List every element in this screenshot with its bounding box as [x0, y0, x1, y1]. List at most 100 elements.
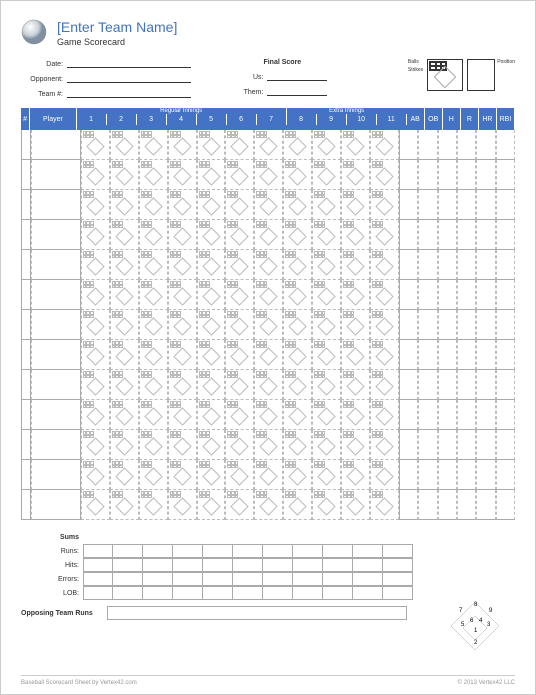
cell-inning[interactable]	[139, 400, 168, 430]
summary-cell[interactable]	[323, 586, 353, 600]
cell-inning[interactable]	[341, 340, 370, 370]
cell-inning[interactable]	[225, 310, 254, 340]
cell-num[interactable]	[21, 250, 31, 280]
summary-cell[interactable]	[353, 558, 383, 572]
cell-inning[interactable]	[283, 160, 312, 190]
cell-inning[interactable]	[283, 130, 312, 160]
cell-inning[interactable]	[254, 400, 283, 430]
cell-stat[interactable]	[476, 220, 495, 250]
cell-stat[interactable]	[476, 250, 495, 280]
summary-cell[interactable]	[293, 558, 323, 572]
cell-stat[interactable]	[496, 220, 515, 250]
cell-inning[interactable]	[312, 160, 341, 190]
cell-stat[interactable]	[418, 190, 437, 220]
cell-stat[interactable]	[438, 190, 457, 220]
summary-cell[interactable]	[173, 544, 203, 558]
cell-stat[interactable]	[496, 250, 515, 280]
cell-inning[interactable]	[312, 130, 341, 160]
cell-inning[interactable]	[168, 250, 197, 280]
cell-num[interactable]	[21, 190, 31, 220]
cell-stat[interactable]	[418, 340, 437, 370]
cell-inning[interactable]	[341, 430, 370, 460]
cell-inning[interactable]	[110, 190, 139, 220]
cell-inning[interactable]	[139, 370, 168, 400]
cell-inning[interactable]	[312, 340, 341, 370]
cell-stat[interactable]	[457, 190, 476, 220]
cell-stat[interactable]	[496, 160, 515, 190]
cell-inning[interactable]	[341, 190, 370, 220]
cell-stat[interactable]	[476, 430, 495, 460]
summary-cell[interactable]	[353, 586, 383, 600]
cell-inning[interactable]	[312, 280, 341, 310]
cell-inning[interactable]	[139, 310, 168, 340]
summary-cell[interactable]	[353, 572, 383, 586]
cell-inning[interactable]	[197, 370, 226, 400]
cell-inning[interactable]	[110, 340, 139, 370]
summary-cell[interactable]	[203, 572, 233, 586]
cell-inning[interactable]	[254, 340, 283, 370]
date-field[interactable]	[67, 59, 191, 68]
cell-inning[interactable]	[139, 190, 168, 220]
cell-inning[interactable]	[197, 460, 226, 490]
cell-inning[interactable]	[81, 160, 110, 190]
cell-stat[interactable]	[496, 280, 515, 310]
cell-inning[interactable]	[254, 460, 283, 490]
cell-inning[interactable]	[225, 340, 254, 370]
cell-stat[interactable]	[438, 340, 457, 370]
summary-cell[interactable]	[383, 572, 413, 586]
cell-stat[interactable]	[496, 460, 515, 490]
cell-num[interactable]	[21, 490, 31, 520]
cell-stat[interactable]	[418, 370, 437, 400]
cell-inning[interactable]	[312, 460, 341, 490]
cell-inning[interactable]	[283, 250, 312, 280]
cell-stat[interactable]	[418, 220, 437, 250]
cell-inning[interactable]	[225, 130, 254, 160]
cell-inning[interactable]	[110, 160, 139, 190]
cell-player[interactable]	[31, 220, 81, 250]
cell-inning[interactable]	[254, 250, 283, 280]
cell-stat[interactable]	[496, 340, 515, 370]
cell-stat[interactable]	[418, 280, 437, 310]
cell-stat[interactable]	[476, 370, 495, 400]
summary-cell[interactable]	[143, 544, 173, 558]
cell-player[interactable]	[31, 310, 81, 340]
cell-inning[interactable]	[312, 370, 341, 400]
cell-inning[interactable]	[110, 430, 139, 460]
cell-inning[interactable]	[168, 130, 197, 160]
cell-inning[interactable]	[110, 280, 139, 310]
cell-inning[interactable]	[168, 310, 197, 340]
cell-inning[interactable]	[110, 250, 139, 280]
cell-inning[interactable]	[370, 430, 399, 460]
summary-cell[interactable]	[233, 544, 263, 558]
cell-stat[interactable]	[457, 250, 476, 280]
cell-stat[interactable]	[438, 370, 457, 400]
summary-cell[interactable]	[323, 544, 353, 558]
cell-inning[interactable]	[254, 280, 283, 310]
cell-inning[interactable]	[370, 400, 399, 430]
cell-inning[interactable]	[81, 130, 110, 160]
cell-inning[interactable]	[341, 280, 370, 310]
cell-stat[interactable]	[418, 310, 437, 340]
cell-stat[interactable]	[457, 220, 476, 250]
cell-stat[interactable]	[438, 220, 457, 250]
cell-stat[interactable]	[457, 460, 476, 490]
cell-inning[interactable]	[283, 340, 312, 370]
cell-inning[interactable]	[312, 220, 341, 250]
cell-inning[interactable]	[81, 370, 110, 400]
cell-num[interactable]	[21, 400, 31, 430]
cell-inning[interactable]	[197, 130, 226, 160]
cell-stat[interactable]	[399, 430, 418, 460]
cell-inning[interactable]	[283, 400, 312, 430]
summary-cell[interactable]	[323, 572, 353, 586]
summary-cell[interactable]	[113, 572, 143, 586]
cell-inning[interactable]	[197, 220, 226, 250]
cell-inning[interactable]	[370, 130, 399, 160]
cell-inning[interactable]	[168, 400, 197, 430]
cell-inning[interactable]	[370, 340, 399, 370]
cell-inning[interactable]	[283, 220, 312, 250]
cell-stat[interactable]	[476, 280, 495, 310]
cell-inning[interactable]	[139, 160, 168, 190]
cell-inning[interactable]	[81, 310, 110, 340]
cell-inning[interactable]	[370, 190, 399, 220]
summary-cell[interactable]	[173, 586, 203, 600]
